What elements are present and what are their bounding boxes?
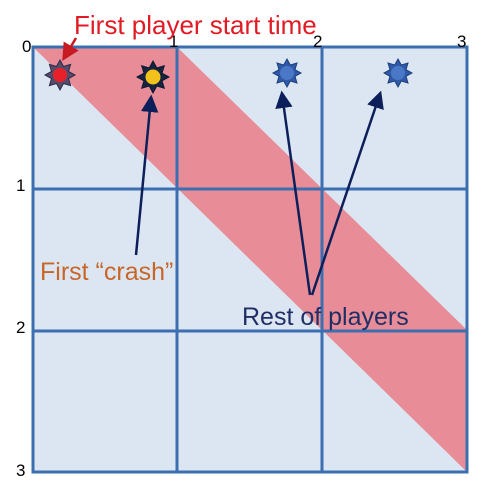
start-player-sun-burst-icon <box>43 58 77 92</box>
rest-of-players-label: Rest of players <box>242 303 409 331</box>
rest-arrow-left <box>275 90 312 296</box>
player-4-sun-burst-icon <box>382 57 414 89</box>
grid-lines <box>31 45 469 474</box>
start-time-label: First player start time <box>74 10 317 40</box>
axis-top-label-0: 0 <box>22 37 31 56</box>
axis-top-label-3: 3 <box>457 32 466 51</box>
axis-top-label-1: 1 <box>169 32 178 51</box>
player-3-sun-burst-icon <box>271 57 303 89</box>
crash-arrow <box>134 94 159 256</box>
diagonal-band <box>33 47 467 472</box>
first-crash-label: First “crash” <box>40 258 173 286</box>
axis-left-label-2: 2 <box>16 318 25 337</box>
start-time-arrow <box>62 37 79 62</box>
axis-top-label-2: 2 <box>313 32 322 51</box>
axis-left-label-1: 1 <box>16 176 25 195</box>
crash-player-sun-burst-icon <box>135 59 171 95</box>
axis-left-label-3: 3 <box>16 461 25 480</box>
rest-arrow-right <box>310 90 384 296</box>
